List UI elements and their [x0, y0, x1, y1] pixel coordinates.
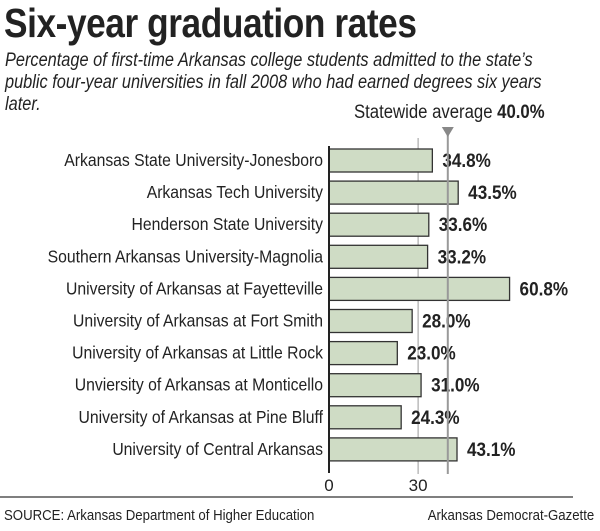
average-value: 40.0%	[497, 102, 545, 123]
bar	[328, 340, 398, 366]
bar	[328, 180, 459, 205]
average-marker-icon	[441, 127, 454, 137]
category-label: Henderson State University	[132, 214, 324, 234]
average-text: Statewide average	[354, 102, 493, 123]
data-label: 23.0%	[407, 343, 455, 364]
bar	[328, 373, 422, 398]
category-label: University of Central Arkansas	[112, 439, 323, 459]
data-label: 33.6%	[439, 214, 487, 235]
category-label: University of Arkansas at Fayetteville	[66, 279, 323, 299]
category-label: Unviersity of Arkansas at Monticello	[75, 375, 323, 395]
category-label: University of Arkansas at Little Rock	[72, 343, 324, 363]
data-label: 24.3%	[411, 407, 459, 428]
bar	[328, 437, 458, 462]
bar	[328, 308, 413, 334]
data-label: 33.2%	[438, 246, 486, 267]
bar	[328, 148, 434, 173]
bar	[328, 405, 402, 430]
bar	[328, 212, 430, 237]
data-label: 43.1%	[467, 439, 515, 460]
data-label: 28.0%	[422, 311, 470, 332]
category-label: Arkansas State University-Jonesboro	[64, 150, 323, 170]
x-tick-label: 30	[409, 476, 428, 495]
data-label: 60.8%	[520, 279, 568, 300]
chart-title: Six-year graduation rates	[4, 0, 417, 46]
data-label: 31.0%	[431, 375, 479, 396]
bar	[328, 276, 511, 302]
category-label: University of Arkansas at Pine Bluff	[79, 407, 324, 427]
category-label: University of Arkansas at Fort Smith	[73, 311, 323, 331]
credit: Arkansas Democrat-Gazette	[427, 507, 594, 524]
x-tick-label: 0	[324, 476, 333, 495]
category-label: Southern Arkansas University-Magnolia	[48, 247, 324, 267]
data-label: 43.5%	[468, 182, 516, 203]
source-note: SOURCE: Arkansas Department of Higher Ed…	[4, 507, 315, 524]
category-label: Arkansas Tech University	[147, 182, 324, 202]
data-label: 34.8%	[442, 150, 490, 171]
bar	[328, 244, 429, 269]
chart-subtitle: Percentage of first-time Arkansas colleg…	[5, 50, 542, 115]
average-label: Statewide average 40.0%	[354, 102, 545, 124]
